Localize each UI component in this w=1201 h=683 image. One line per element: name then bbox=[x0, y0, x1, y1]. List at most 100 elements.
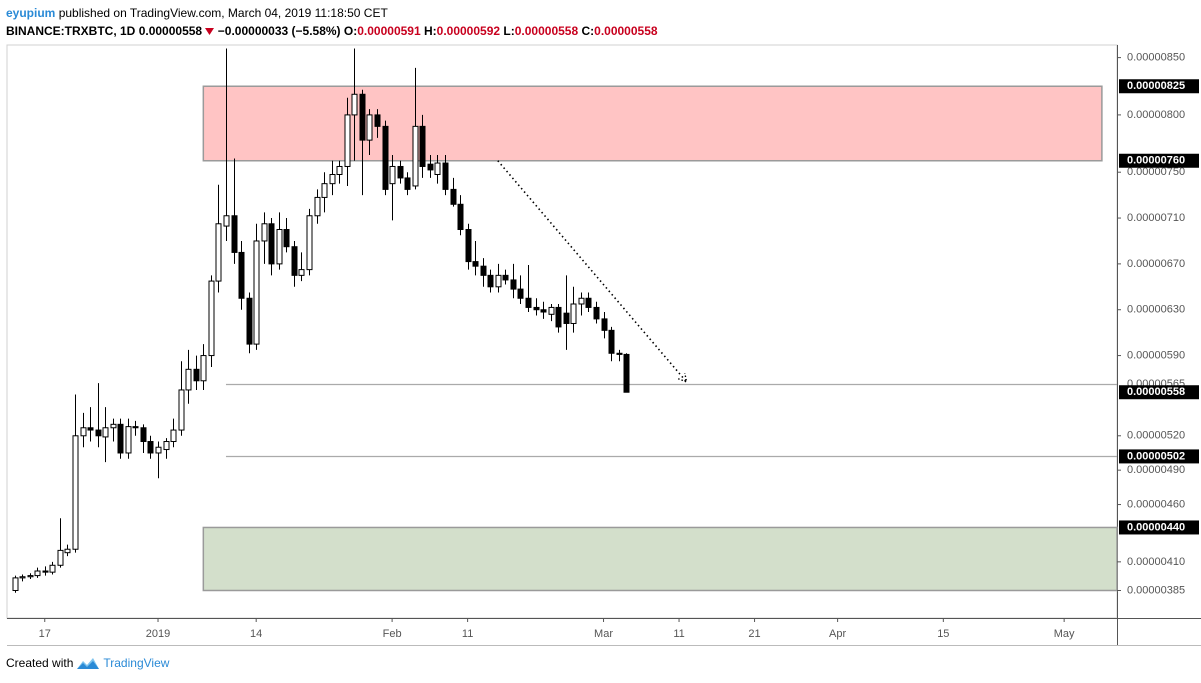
candle-body bbox=[27, 575, 34, 578]
y-tick-label: 0.00000520 bbox=[1127, 430, 1185, 442]
ohlc-key: H: bbox=[423, 24, 437, 38]
candle-body bbox=[291, 246, 298, 276]
candle-body bbox=[495, 274, 502, 288]
ohlc-value: 0.00000591 bbox=[357, 24, 421, 38]
candle-body bbox=[178, 389, 185, 431]
header: eyupium published on TradingView.com, Ma… bbox=[6, 4, 658, 40]
trend-arrow bbox=[497, 160, 688, 383]
candle-body bbox=[238, 251, 245, 299]
candle-body bbox=[510, 279, 517, 290]
candle-body bbox=[465, 229, 472, 263]
level-label: 0.00000825 bbox=[1127, 80, 1185, 92]
candle-body bbox=[147, 441, 154, 454]
y-tick-label: 0.00000850 bbox=[1127, 52, 1185, 64]
candle-body bbox=[95, 429, 102, 437]
candle-body bbox=[366, 114, 373, 141]
ohlc-value: 0.00000558 bbox=[514, 24, 579, 38]
arrow-head bbox=[677, 372, 688, 384]
footer-brand[interactable]: TradingView bbox=[103, 656, 170, 670]
candle-body bbox=[419, 125, 426, 167]
level-label: 0.00000760 bbox=[1127, 155, 1185, 167]
ohlc-key: C: bbox=[581, 24, 595, 38]
candle-body bbox=[223, 215, 230, 227]
candle-body bbox=[64, 548, 71, 554]
y-tick-label: 0.00000490 bbox=[1127, 464, 1185, 476]
candle-body bbox=[563, 312, 570, 324]
x-tick-label: 17 bbox=[39, 628, 51, 640]
candle-body bbox=[487, 274, 494, 288]
candle-body bbox=[540, 309, 547, 313]
author[interactable]: eyupium bbox=[6, 6, 56, 20]
candle-body bbox=[517, 288, 524, 299]
candle-body bbox=[72, 435, 79, 550]
candle-body bbox=[276, 229, 283, 265]
candle-body bbox=[117, 423, 124, 454]
candle-body bbox=[110, 423, 117, 429]
candle-body bbox=[480, 265, 487, 276]
published: published on TradingView.com, March 04, … bbox=[58, 6, 388, 20]
ohlc-value: 0.00000592 bbox=[436, 24, 501, 38]
ohlc-key: O: bbox=[343, 24, 358, 38]
candle-body bbox=[170, 429, 177, 443]
y-tick-label: 0.00000710 bbox=[1127, 212, 1185, 224]
candle-body bbox=[19, 576, 26, 579]
x-tick-label: Mar bbox=[594, 628, 613, 640]
y-tick-label: 0.00000800 bbox=[1127, 109, 1185, 121]
symbol: BINANCE:TRXBTC, 1D bbox=[6, 24, 136, 38]
candle-body bbox=[533, 306, 540, 311]
level-box bbox=[1119, 385, 1199, 400]
candle-body bbox=[434, 162, 441, 175]
candle-body bbox=[321, 183, 328, 198]
candle-body bbox=[163, 441, 170, 451]
ohlc: O:0.00000591 H:0.00000592 L:0.00000558 C… bbox=[344, 24, 658, 38]
last-price: 0.00000558 bbox=[138, 24, 203, 38]
candle-body bbox=[80, 427, 87, 437]
candle-body bbox=[404, 177, 411, 190]
candle-body bbox=[593, 306, 600, 320]
x-tick-label: May bbox=[1054, 628, 1075, 640]
footer: Created with TradingView bbox=[6, 656, 169, 670]
candle-body bbox=[49, 564, 56, 573]
change: −0.00000033 (−5.58%) bbox=[217, 24, 341, 38]
down-triangle bbox=[205, 28, 215, 35]
candle-body bbox=[382, 125, 389, 190]
x-tick-label: Feb bbox=[383, 628, 402, 640]
candle-body bbox=[125, 426, 132, 454]
candle-body bbox=[502, 274, 509, 281]
candle-body bbox=[193, 368, 200, 382]
candle-body bbox=[87, 427, 94, 431]
candle-body bbox=[306, 215, 313, 271]
candle-body bbox=[351, 93, 358, 116]
candle-body bbox=[34, 570, 41, 577]
candle-body bbox=[132, 426, 139, 429]
y-tick-label: 0.00000750 bbox=[1127, 166, 1185, 178]
candle-body bbox=[102, 427, 109, 438]
candle-body bbox=[623, 353, 630, 393]
candle-body bbox=[397, 165, 404, 179]
level-box bbox=[1119, 449, 1199, 464]
candle-body bbox=[283, 229, 290, 248]
candle-body bbox=[442, 162, 449, 190]
candle-body bbox=[12, 577, 19, 591]
candle-body bbox=[555, 306, 562, 328]
candle-body bbox=[253, 240, 260, 345]
candle-body bbox=[585, 297, 592, 308]
candle-body bbox=[155, 446, 162, 454]
candle-body bbox=[200, 355, 207, 382]
y-tick-label: 0.00000460 bbox=[1127, 498, 1185, 510]
candle-body bbox=[185, 368, 192, 391]
candle-body bbox=[261, 223, 268, 242]
candle-body bbox=[450, 188, 457, 205]
publish-line: eyupium published on TradingView.com, Ma… bbox=[6, 4, 658, 22]
x-tick-label: 2019 bbox=[146, 628, 170, 640]
y-tick-label: 0.00000670 bbox=[1127, 258, 1185, 270]
level-label: 0.00000440 bbox=[1127, 521, 1185, 533]
ohlc-key: L: bbox=[503, 24, 515, 38]
level-box bbox=[1119, 153, 1199, 168]
level-label: 0.00000558 bbox=[1127, 386, 1185, 398]
candle-body bbox=[268, 223, 275, 265]
candle-body bbox=[336, 165, 343, 175]
y-tick-label: 0.00000410 bbox=[1127, 556, 1185, 568]
candle-body bbox=[457, 203, 464, 231]
